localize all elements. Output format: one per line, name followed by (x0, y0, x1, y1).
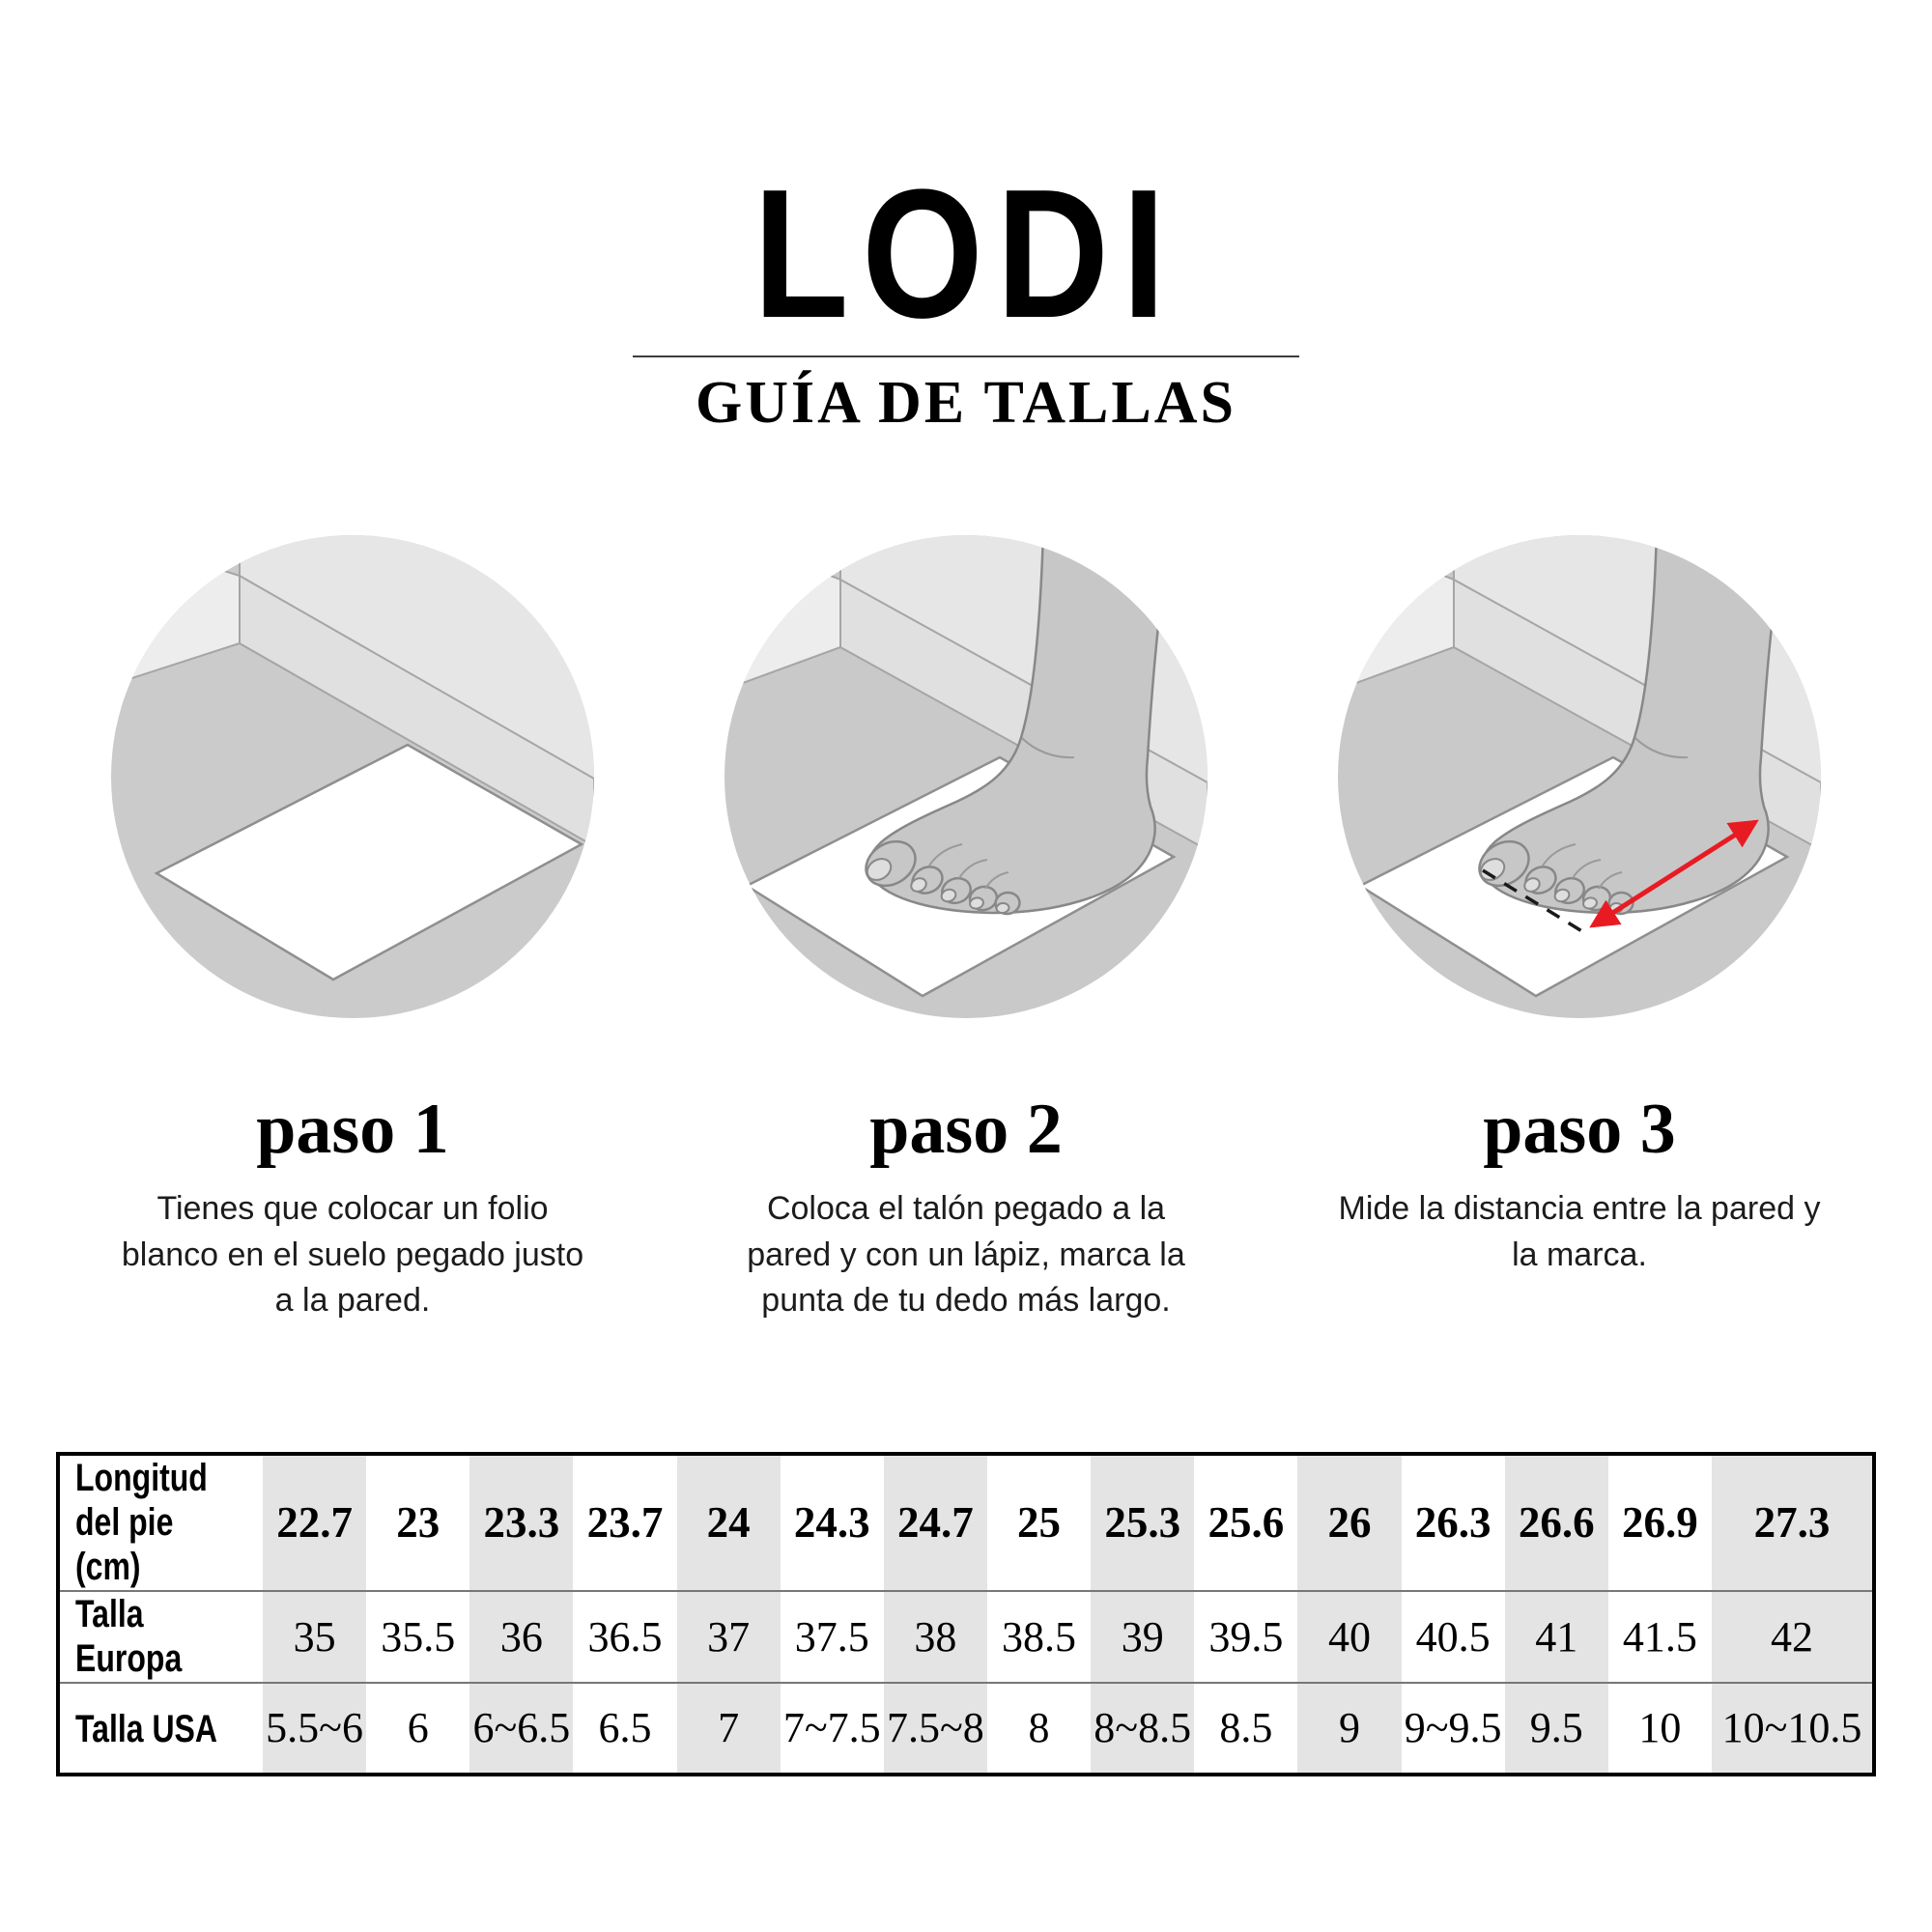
size-cell: 7.5~8 (883, 1681, 987, 1775)
size-cell: 25.3 (1091, 1453, 1195, 1591)
size-table-section: Longitud del pie (cm) 22.7 23 23.3 23.7 24 24.… (0, 1451, 1932, 1776)
size-cell: 9~9.5 (1401, 1681, 1505, 1775)
size-table: Longitud del pie (cm) 22.7 23 23.3 23.7 24 24.… (56, 1451, 1876, 1776)
foot-measurement-icon (1338, 535, 1821, 1018)
size-cell: 40 (1297, 1589, 1402, 1683)
size-cell: 24.7 (883, 1453, 987, 1591)
step-2-illustration (724, 535, 1208, 1018)
step-2-description: Coloca el talón pegado a la pared y con … (747, 1190, 1185, 1320)
size-cell: 9.5 (1504, 1681, 1608, 1775)
size-cell: 37.5 (780, 1589, 884, 1683)
size-cell: 27.3 (1712, 1453, 1874, 1591)
paper-against-wall-icon (111, 535, 594, 1018)
step-1-description: Tienes que colocar un folio blanco en el… (121, 1190, 584, 1320)
step-3: paso 3 Mide la distancia entre la pared … (1309, 535, 1850, 1324)
page-title: GUÍA DE TALLAS (696, 370, 1236, 436)
row-label-text: Talla Europa (75, 1592, 183, 1680)
size-cell: 24.3 (793, 1498, 870, 1548)
size-cell: 6~6.5 (469, 1681, 574, 1775)
foot (865, 535, 1171, 916)
foot-outline (1481, 535, 1784, 915)
size-cell: 25.6 (1208, 1498, 1285, 1548)
size-cell: 41.5 (1607, 1589, 1712, 1683)
size-cell: 42 (1712, 1589, 1874, 1683)
size-cell: 41 (1504, 1589, 1608, 1683)
step-3-title: paso 3 (1483, 1090, 1676, 1169)
size-cell: 36 (469, 1589, 574, 1683)
toe-creases (928, 843, 1009, 890)
red-measure-arrow-icon (1589, 819, 1759, 928)
table-row: Longitud del pie (cm) 22.7 23 23.3 23.7 24 24.… (58, 1453, 1874, 1591)
size-cell: 7~7.5 (780, 1681, 884, 1775)
size-cell: 6 (366, 1681, 470, 1775)
size-cell: 39.5 (1194, 1589, 1298, 1683)
step-1-illustration (111, 535, 594, 1018)
paper-sheet (154, 743, 584, 981)
step-3-illustration (1338, 535, 1821, 1018)
size-cell: 26.3 (1414, 1498, 1492, 1548)
size-cell: 9 (1297, 1681, 1402, 1775)
size-cell: 24 (676, 1453, 781, 1591)
row-label: Longitud del pie (cm) (58, 1454, 263, 1591)
size-cell: 40.5 (1401, 1589, 1505, 1683)
wall-upper (240, 535, 594, 779)
size-cell: 23 (396, 1498, 440, 1548)
dashed-measure-line (1482, 868, 1586, 935)
size-cell: 10~10.5 (1712, 1681, 1874, 1775)
size-cell: 23.7 (586, 1498, 664, 1548)
size-cell: 22.7 (263, 1453, 367, 1591)
size-cell: 8.5 (1194, 1681, 1298, 1775)
table-row: Talla USA 5.5~6 6 6~6.5 6.5 7 7~7.5 7.5~8 8 8~8.5… (58, 1681, 1874, 1775)
size-cell: 10 (1607, 1681, 1712, 1775)
step-1-title: paso 1 (256, 1090, 449, 1169)
step-3-description: Mide la distancia entre la pared y la ma… (1338, 1190, 1821, 1273)
size-cell: 6.5 (573, 1681, 677, 1775)
size-cell: 25 (1017, 1498, 1062, 1548)
size-cell: 26 (1297, 1453, 1402, 1591)
size-cell: 23.3 (469, 1453, 574, 1591)
row-label: Talla USA (58, 1681, 263, 1775)
size-cell: 37 (676, 1589, 781, 1683)
size-cell: 26.6 (1504, 1453, 1608, 1591)
row-label-text: Longitud del pie (cm) (75, 1456, 208, 1588)
size-cell: 39 (1091, 1589, 1195, 1683)
ankle-crease (1634, 737, 1689, 759)
foot-on-paper-icon (724, 535, 1208, 1018)
size-cell: 7 (676, 1681, 781, 1775)
size-cell: 8 (986, 1681, 1092, 1775)
step-1: paso 1 Tienes que colocar un folio blanc… (82, 535, 623, 1324)
brand-header: LODI GUÍA DE TALLAS (0, 0, 1932, 433)
brand-logo: LODI (753, 152, 1179, 356)
size-cell: 38.5 (986, 1589, 1092, 1683)
steps-row: paso 1 Tienes que colocar un folio blanc… (0, 535, 1932, 1324)
row-label: Talla Europa (58, 1589, 263, 1683)
size-cell: 35.5 (366, 1589, 470, 1683)
baseboard (239, 574, 594, 848)
size-cell: 36.5 (573, 1589, 677, 1683)
size-cell: 35 (263, 1589, 367, 1683)
ankle-crease (1021, 737, 1075, 759)
toenails (866, 858, 1010, 915)
step-2: paso 2 Coloca el talón pegado a la pared… (696, 535, 1236, 1324)
size-cell: 5.5~6 (263, 1681, 367, 1775)
foot-outline (867, 535, 1171, 915)
size-cell: 8~8.5 (1091, 1681, 1195, 1775)
size-table-body: Longitud del pie (cm) 22.7 23 23.3 23.7 24 24.… (58, 1453, 1874, 1775)
row-label-text: Talla USA (75, 1707, 217, 1750)
size-cell: 26.9 (1622, 1498, 1698, 1548)
divider-line (633, 355, 1299, 357)
step-2-title: paso 2 (869, 1090, 1063, 1169)
size-cell: 38 (883, 1589, 987, 1683)
table-row: Talla Europa 35 35.5 36 36.5 37 37.5 38 38.5 39 39… (58, 1589, 1874, 1683)
